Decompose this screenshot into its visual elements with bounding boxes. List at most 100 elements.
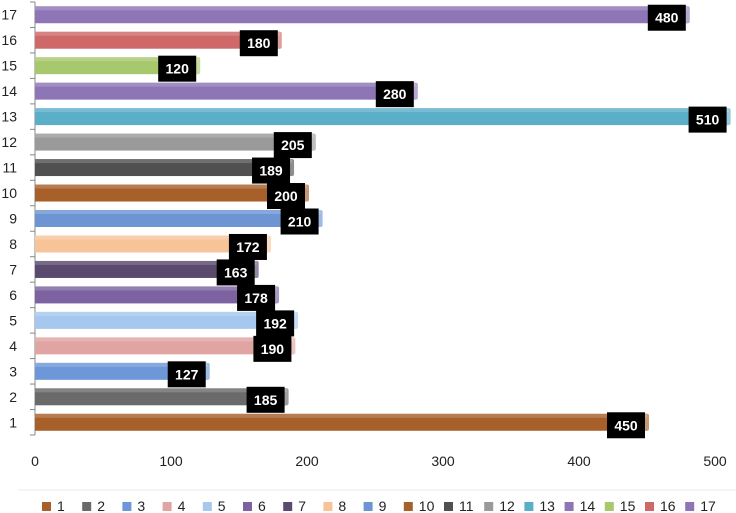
legend-item-label: 1: [57, 498, 65, 513]
bar-highlight: [35, 337, 294, 342]
legend-swatch: [484, 502, 494, 511]
legend: 1 2 3 4 5 6 7 8 9 10 11 12 13 14 15 16 17: [18, 489, 736, 513]
bar-highlight: [35, 6, 688, 11]
legend-item-label: 10: [419, 498, 435, 513]
legend-swatch: [524, 502, 534, 511]
x-tick-label: 200: [295, 453, 319, 469]
x-tick-label: 500: [703, 453, 727, 469]
y-tick-label: 7: [9, 261, 17, 277]
data-label: 120: [166, 61, 190, 77]
data-label: 163: [224, 264, 248, 280]
bar-highlight: [35, 133, 314, 138]
legend-item-label: 17: [700, 498, 716, 513]
legend-swatch: [202, 502, 212, 511]
y-tick-label: 10: [1, 185, 17, 201]
bar-highlight: [35, 82, 416, 87]
y-tick-label: 1: [9, 414, 17, 430]
y-tick-label: 5: [9, 312, 17, 328]
data-label: 190: [261, 341, 285, 357]
legend-item-label: 14: [580, 498, 596, 513]
data-label: 210: [288, 214, 312, 230]
bars: [35, 6, 731, 431]
y-tick-label: 17: [1, 7, 17, 23]
data-label: 172: [236, 239, 260, 255]
data-label-box: [375, 81, 414, 108]
data-label-box: [647, 4, 686, 31]
data-label: 185: [254, 392, 278, 408]
data-label-box: [267, 183, 305, 210]
bar: [35, 311, 297, 329]
bar: [35, 260, 257, 278]
data-label-box: [253, 335, 292, 362]
bar-highlight: [35, 210, 321, 214]
bar: [35, 57, 199, 75]
data-label-box: [228, 233, 267, 260]
data-label-box: [280, 208, 319, 235]
bar-highlight: [35, 388, 287, 393]
y-tick-label: 2: [9, 389, 17, 405]
data-label: 192: [263, 315, 287, 331]
x-tick-label: 0: [31, 453, 39, 469]
bar-highlight: [35, 413, 647, 418]
data-label: 450: [614, 417, 638, 433]
bar-highlight: [35, 159, 293, 164]
bar: [35, 362, 208, 380]
bar: [35, 82, 416, 100]
data-label-box: [158, 55, 197, 82]
bar: [35, 286, 278, 304]
bar-highlight: [35, 57, 199, 62]
legend-item-label: 9: [379, 498, 387, 513]
data-label-box: [252, 157, 291, 184]
data-label-box: [256, 310, 295, 337]
y-tick-label: 8: [9, 236, 17, 252]
data-label-box: [273, 132, 312, 159]
x-tick-label: 400: [567, 453, 591, 469]
legend-swatch: [323, 502, 333, 511]
legend-item-label: 3: [137, 498, 145, 513]
y-tick-label: 15: [1, 58, 17, 74]
bar-highlight: [35, 311, 297, 316]
y-tick-label: 11: [2, 160, 17, 176]
y-tick-label: 4: [9, 338, 17, 354]
bar: [35, 133, 314, 151]
legend-swatch: [604, 502, 614, 511]
legend-swatch: [685, 502, 695, 511]
data-label: 510: [696, 112, 720, 128]
bar-highlight: [35, 286, 278, 291]
data-label: 189: [259, 163, 283, 179]
y-tick-label: 13: [1, 109, 17, 125]
data-labels: 450 185 127 190 192 178 163 172 210 200 189 205 510 2…: [158, 4, 727, 439]
bar-highlight: [35, 108, 729, 113]
x-tick-label: 100: [159, 453, 183, 469]
legend-swatch: [122, 502, 132, 511]
legend-swatch: [645, 502, 654, 511]
bar: [35, 108, 729, 126]
bar: [35, 31, 280, 49]
bar: [35, 337, 294, 355]
data-label-box: [239, 30, 278, 57]
data-label: 178: [244, 290, 268, 306]
data-label-box: [246, 386, 285, 413]
y-tick-label: 16: [1, 32, 17, 48]
data-label-box: [216, 259, 255, 286]
bar: [35, 184, 307, 202]
bar: [35, 159, 293, 177]
legend-swatch: [82, 502, 92, 511]
y-tick-label: 14: [1, 83, 17, 99]
legend-item-label: 13: [539, 498, 555, 513]
bar-highlight: [35, 184, 307, 189]
y-tick-label: 9: [9, 211, 17, 227]
legend-swatch: [444, 502, 453, 511]
legend-item-label: 15: [620, 498, 636, 513]
legend-swatch: [564, 502, 574, 511]
bar: [35, 235, 269, 253]
legend-swatch: [42, 502, 51, 511]
data-label: 180: [247, 35, 271, 51]
legend-item-label: 5: [218, 498, 226, 513]
legend-item-label: 12: [499, 498, 515, 513]
data-label: 205: [281, 137, 305, 153]
data-label-box: [688, 106, 727, 133]
